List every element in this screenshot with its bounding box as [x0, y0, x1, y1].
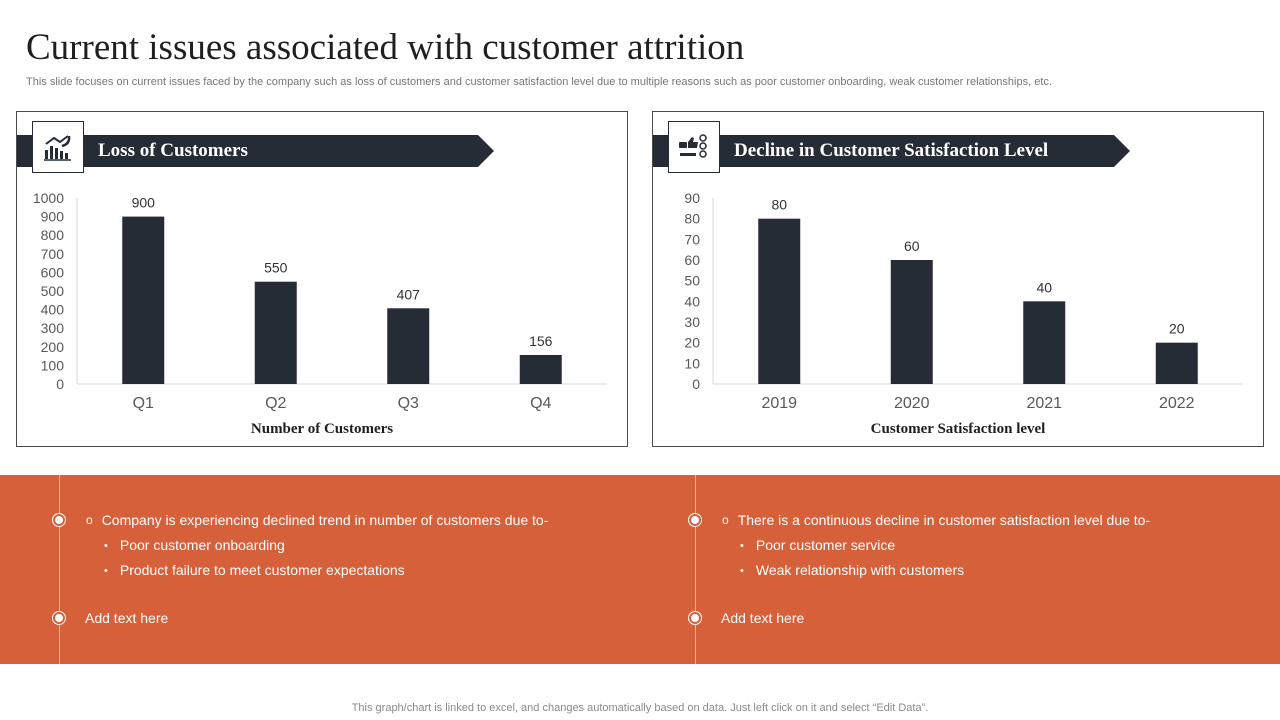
customer-satisfaction-card: Decline in Customer Satisfaction Level 0… [652, 111, 1264, 447]
data-label: 40 [1036, 279, 1052, 295]
loss-of-customers-card: Loss of Customers 0 100 200 300 400 500 600 700… [16, 111, 628, 447]
reason-point: Poor customer service [740, 537, 895, 553]
y-tick-label: 70 [684, 231, 700, 247]
y-tick-label: 30 [684, 314, 700, 330]
y-tick-label: 600 [41, 264, 65, 280]
y-tick-label: 200 [41, 339, 65, 355]
reason-point: Poor customer onboarding [104, 537, 285, 553]
bar [1023, 301, 1066, 384]
timeline-dot [689, 514, 701, 526]
bar [387, 308, 430, 384]
reason-heading: There is a continuous decline in custome… [722, 512, 1150, 528]
page-title: Current issues associated with customer … [26, 27, 745, 68]
add-text-placeholder[interactable]: Add text here [85, 610, 169, 626]
bar [519, 354, 562, 384]
x-tick-label: 2019 [761, 395, 797, 412]
card-heading-ribbon: Decline in Customer Satisfaction Level [653, 135, 1130, 167]
reason-heading: Company is experiencing declined trend i… [86, 512, 549, 528]
timeline-dot [53, 514, 65, 526]
bar [254, 281, 297, 384]
y-tick-label: 40 [684, 293, 700, 309]
y-tick-label: 700 [41, 246, 65, 262]
bar [122, 216, 165, 384]
y-tick-label: 60 [684, 252, 700, 268]
data-label: 407 [397, 286, 421, 302]
reasons-band: Company is experiencing declined trend i… [0, 475, 1280, 664]
x-tick-label: Q2 [265, 395, 286, 412]
bar [758, 218, 801, 384]
timeline-line [59, 475, 60, 664]
y-tick-label: 10 [684, 355, 700, 371]
y-tick-label: 800 [41, 227, 65, 243]
reason-point: Weak relationship with customers [740, 562, 964, 578]
declining-chart-icon [32, 121, 84, 173]
data-label: 80 [771, 197, 787, 213]
x-axis-title: Customer Satisfaction level [870, 421, 1046, 437]
y-tick-label: 1000 [33, 190, 64, 206]
timeline-dot [53, 612, 65, 624]
x-axis-title: Number of Customers [250, 421, 394, 437]
data-label: 156 [529, 333, 553, 349]
x-tick-label: Q1 [133, 395, 154, 412]
x-tick-label: 2022 [1159, 395, 1195, 412]
y-tick-label: 400 [41, 302, 65, 318]
card-heading-ribbon: Loss of Customers [17, 135, 494, 167]
data-label: 20 [1169, 321, 1185, 337]
y-tick-label: 100 [41, 357, 65, 373]
y-tick-label: 900 [41, 209, 65, 225]
y-tick-label: 0 [56, 376, 64, 392]
x-tick-label: 2020 [894, 395, 930, 412]
data-label: 550 [264, 260, 288, 276]
x-tick-label: Q4 [530, 395, 551, 412]
loss-of-customers-chart: 0 100 200 300 400 500 600 700 800 900 1000 900 Q1 550… [33, 190, 607, 412]
y-tick-label: 90 [684, 190, 700, 206]
feedback-rating-icon [668, 121, 720, 173]
footer-note: This graph/chart is linked to excel, and… [351, 702, 929, 714]
y-tick-label: 50 [684, 273, 700, 289]
reason-point: Product failure to meet customer expecta… [104, 562, 405, 578]
x-tick-label: Q3 [398, 395, 419, 412]
y-tick-label: 500 [41, 283, 65, 299]
page-subtitle: This slide focuses on current issues fac… [26, 76, 1052, 88]
add-text-placeholder[interactable]: Add text here [721, 610, 805, 626]
data-label: 900 [132, 195, 156, 211]
y-tick-label: 0 [692, 376, 700, 392]
bar [890, 260, 933, 384]
y-tick-label: 300 [41, 320, 65, 336]
timeline-line [695, 475, 696, 664]
y-tick-label: 80 [684, 211, 700, 227]
card-heading: Loss of Customers [98, 140, 248, 161]
bar [1155, 342, 1198, 384]
timeline-dot [689, 612, 701, 624]
y-tick-label: 20 [684, 335, 700, 351]
x-tick-label: 2021 [1026, 395, 1062, 412]
card-heading: Decline in Customer Satisfaction Level [734, 140, 1049, 161]
data-label: 60 [904, 238, 920, 254]
